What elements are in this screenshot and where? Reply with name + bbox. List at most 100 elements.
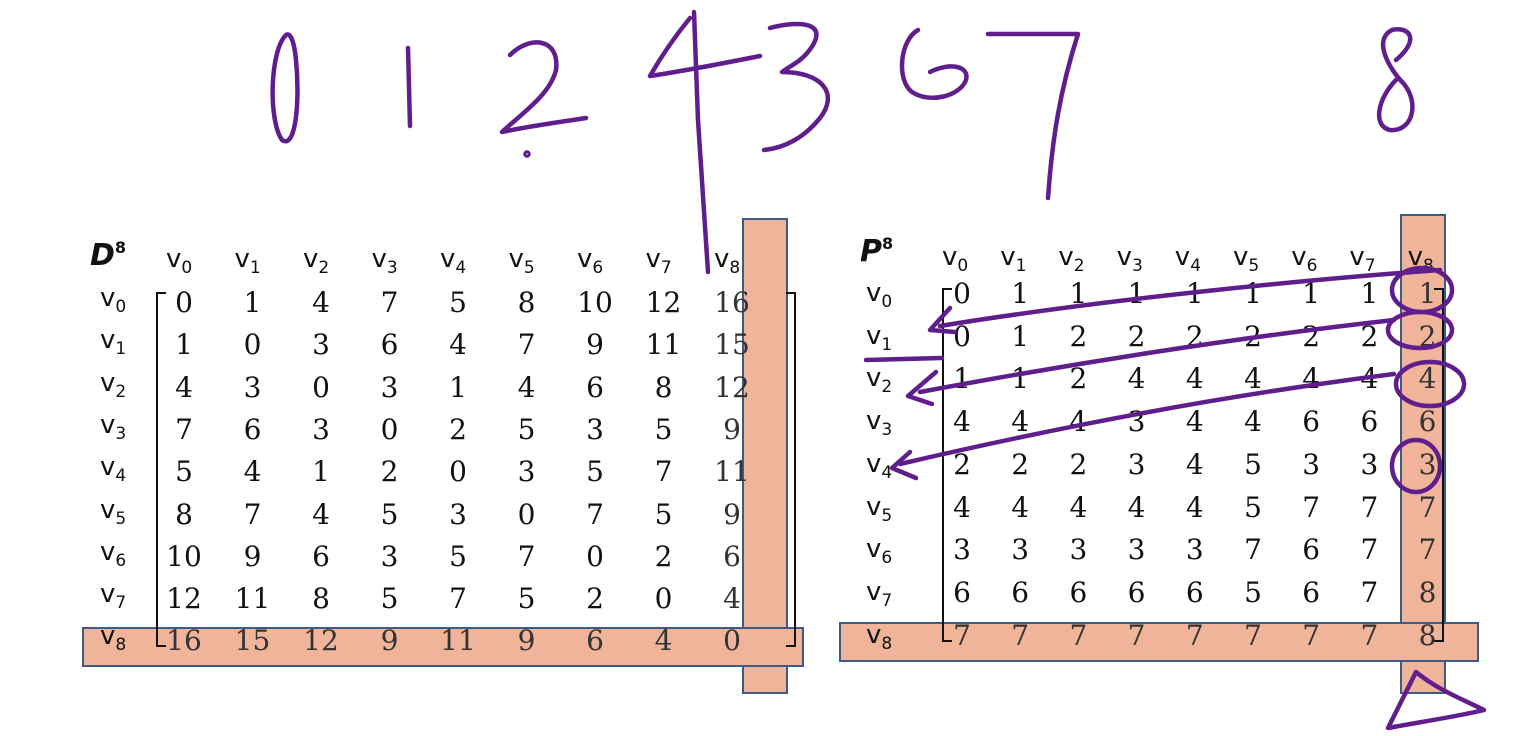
matrix_p-cell-r1-c3: 2 (1127, 319, 1146, 353)
matrix_d-cell-r3-c2: 3 (312, 412, 330, 446)
matrix_p-cell-r2-c1: 1 (1011, 362, 1030, 396)
matrix_p-cell-r6-c7: 7 (1360, 533, 1379, 567)
matrix_p-cell-r0-c2: 1 (1069, 277, 1088, 310)
matrix_p-row-header-v1: v1 (866, 320, 893, 355)
matrix_d-cell-r5-c3: 5 (380, 497, 399, 531)
matrix_d-cell-r6-c0: 10 (166, 539, 202, 573)
matrix_p-cell-r2-c3: 4 (1127, 362, 1146, 396)
d-row-v8-highlight (82, 627, 804, 667)
matrix_p-cell-r1-c8: 2 (1418, 319, 1437, 353)
matrix_p-cell-r1-c0: 0 (953, 319, 971, 353)
matrix_d-row-header-v4: v4 (100, 452, 127, 487)
matrix_p-cell-r7-c3: 6 (1127, 575, 1146, 609)
matrix_d-cell-r4-c1: 4 (243, 455, 262, 489)
matrix_p-cell-r1-c4: 2 (1185, 319, 1204, 353)
matrix_p-cell-r3-c4: 4 (1185, 405, 1204, 439)
matrix_p-cell-r7-c6: 6 (1302, 575, 1321, 609)
matrix_d-cell-r6-c3: 3 (380, 539, 399, 573)
matrix_d-cell-r3-c1: 6 (243, 412, 262, 446)
matrix_d-cell-r0-c0: 0 (175, 286, 193, 319)
p-row-v8-highlight (839, 622, 1479, 662)
matrix_p-cell-r7-c5: 5 (1244, 575, 1262, 609)
matrix_p-cell-r5-c1: 4 (1011, 490, 1030, 524)
handwritten-digit-8 (1376, 27, 1415, 133)
matrix_d-cell-r5-c6: 7 (586, 497, 604, 531)
matrix_p-col-header-v8: v8 (1407, 242, 1434, 276)
matrix_d-cell-r4-c6: 5 (586, 455, 604, 489)
matrix_d-cell-r8-c5: 9 (517, 624, 536, 658)
matrix_p-cell-r5-c8: 7 (1418, 490, 1437, 524)
matrix_d-row-header-v8: v8 (100, 621, 127, 656)
matrix_d-cell-r3-c4: 2 (449, 412, 467, 446)
matrix_d-row-header-v7: v7 (100, 579, 127, 614)
matrix_p-cell-r8-c4: 7 (1185, 618, 1204, 652)
matrix_d-row-header-v1: v1 (100, 325, 127, 360)
matrix_d-cell-r1-c6: 9 (586, 328, 604, 362)
matrix_p-cell-r5-c4: 4 (1185, 490, 1204, 524)
matrix_p-row-header-v4: v4 (866, 448, 893, 483)
matrix_p-cell-r6-c2: 3 (1069, 533, 1088, 567)
matrix_d-cell-r7-c8: 4 (723, 582, 741, 616)
matrix_p-cell-r6-c4: 3 (1185, 533, 1204, 567)
matrix_d-cell-r5-c8: 9 (723, 497, 741, 531)
arrow-row-v2-head (889, 449, 919, 481)
matrix_p-cell-r0-c3: 1 (1127, 277, 1146, 310)
matrix_p-cell-r3-c7: 6 (1360, 405, 1379, 439)
handwritten-digit-0 (270, 32, 300, 144)
matrix_d-cell-r3-c7: 5 (654, 412, 673, 446)
matrix_d-cell-r8-c2: 12 (303, 624, 339, 658)
p-matrix-title: P8 (860, 234, 894, 269)
matrix_p-col-header-v1: v1 (1000, 242, 1027, 276)
matrix_p-cell-r4-c3: 3 (1127, 447, 1146, 481)
underline-v1 (863, 355, 945, 363)
matrix_p-cell-r0-c1: 1 (1011, 277, 1030, 310)
d-col-v8-highlight (742, 218, 788, 694)
matrix_d-cell-r1-c5: 7 (517, 328, 536, 362)
matrix_p-cell-r3-c8: 6 (1418, 405, 1437, 439)
matrix_p-cell-r3-c0: 4 (953, 405, 971, 439)
matrix_d-cell-r0-c8: 16 (714, 286, 750, 319)
matrix_p-cell-r0-c5: 1 (1244, 277, 1262, 310)
matrix_p-row-header-v2: v2 (866, 363, 893, 398)
matrix_p-row-header-v0: v0 (866, 278, 893, 312)
matrix_p-col-header-v0: v0 (942, 242, 969, 276)
matrix_p-cell-r8-c0: 7 (953, 618, 971, 652)
matrix_p-cell-r8-c8: 8 (1418, 618, 1437, 652)
matrix_d-cell-r7-c2: 8 (312, 582, 330, 616)
matrix_d-cell-r7-c0: 12 (166, 582, 202, 616)
matrix_d-col-header-v4: v4 (440, 244, 467, 278)
matrix_p-cell-r4-c4: 4 (1185, 447, 1204, 481)
matrix_p-cell-r5-c6: 7 (1302, 490, 1321, 524)
matrix_d-cell-r0-c4: 5 (449, 286, 467, 319)
matrix_d-cell-r4-c0: 5 (175, 455, 193, 489)
matrix_p-cell-r4-c5: 5 (1244, 447, 1262, 481)
matrix_d-cell-r8-c6: 6 (586, 624, 604, 658)
handwritten-digit-3 (761, 21, 831, 153)
matrix_p-cell-r0-c8: 1 (1418, 277, 1437, 310)
matrix_p-col-header-v7: v7 (1349, 242, 1376, 276)
matrix_d-cell-r6-c8: 6 (723, 539, 741, 573)
matrix_p-cell-r4-c7: 3 (1360, 447, 1379, 481)
matrix_p-cell-r8-c6: 7 (1302, 618, 1321, 652)
matrix_p-cell-r6-c5: 7 (1244, 533, 1262, 567)
matrix_p-cell-r5-c5: 5 (1244, 490, 1262, 524)
handwritten-digit-2 (499, 40, 589, 135)
matrix_p-cell-r2-c0: 1 (953, 362, 971, 396)
matrix_d-cell-r7-c6: 2 (586, 582, 604, 616)
matrix_d-cell-r7-c1: 11 (234, 582, 271, 616)
matrix_p-cell-r8-c7: 7 (1360, 618, 1379, 652)
matrix_d-cell-r6-c5: 7 (517, 539, 536, 573)
matrix_d-cell-r2-c8: 12 (714, 370, 750, 404)
matrix_d-cell-r0-c3: 7 (380, 286, 399, 319)
matrix_d-cell-r3-c5: 5 (517, 412, 536, 446)
matrix_p-cell-r0-c4: 1 (1185, 277, 1204, 310)
matrix_p-col-header-v6: v6 (1291, 242, 1318, 276)
matrix_d-cell-r8-c0: 16 (166, 624, 202, 658)
matrix_p-row-header-v8: v8 (866, 619, 893, 654)
matrix_d-cell-r5-c0: 8 (175, 497, 193, 531)
matrix_d-cell-r0-c1: 1 (243, 286, 262, 319)
matrix_p-cell-r2-c7: 4 (1360, 362, 1379, 396)
matrix_p-cell-r4-c8: 3 (1418, 447, 1437, 481)
matrix_d-cell-r6-c4: 5 (449, 539, 467, 573)
matrix_d-row-header-v5: v5 (100, 494, 127, 529)
